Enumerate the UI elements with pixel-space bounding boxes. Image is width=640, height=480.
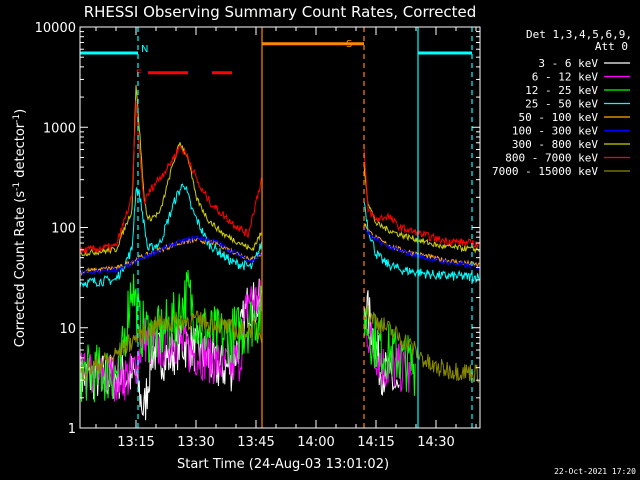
x-tick-label-1315: 13:15 — [117, 435, 154, 450]
series-12-25keV — [79, 269, 416, 403]
series-100-300keV — [80, 225, 480, 276]
legend-label-3: 12 - 25 keV — [525, 84, 598, 97]
series-3-6keV — [79, 278, 400, 421]
series-300-800keV — [79, 85, 480, 257]
series-line-3-part-2 — [363, 308, 416, 396]
y-tick-label-10000: 10000 — [35, 21, 76, 36]
chart-title: RHESSI Observing Summary Count Rates, Co… — [84, 3, 477, 21]
series-line-9-part-2 — [363, 305, 480, 383]
legend-header-line2: Att 0 — [595, 40, 628, 53]
legend-label-5: 50 - 100 keV — [519, 111, 599, 124]
series-line-8-part-1 — [79, 100, 263, 255]
series-line-3-part-1 — [79, 269, 263, 403]
legend-label-9: 7000 - 15000 keV — [492, 165, 598, 178]
legend-label-6: 100 - 300 keV — [512, 125, 598, 138]
legend-label-8: 800 - 7000 keV — [505, 152, 598, 165]
legend-label-7: 300 - 800 keV — [512, 138, 598, 151]
x-axis-label: Start Time (24-Aug-03 13:01:02) — [177, 457, 389, 472]
legend-label-4: 25 - 50 keV — [525, 98, 598, 111]
series-line-2-part-2 — [363, 314, 412, 393]
x-tick-label-1330: 13:30 — [177, 435, 214, 450]
series-line-1-part-1 — [79, 278, 263, 421]
y-axis-label: Corrected Count Rate (s-1 detector-1) — [12, 109, 28, 347]
legend-label-2: 6 - 12 keV — [532, 71, 599, 84]
legend-header-line1: Det 1,3,4,5,6,9, — [526, 28, 632, 41]
series-800-7000keV — [79, 100, 480, 255]
series-line-9-part-1 — [79, 310, 263, 382]
legend-label-1: 3 - 6 keV — [538, 57, 598, 70]
series-line-7-part-1 — [79, 85, 263, 257]
marker-label-N: N — [141, 44, 148, 55]
y-tick-label-1: 1 — [68, 422, 76, 437]
series-line-7-part-2 — [363, 163, 480, 254]
x-tick-label-1415: 14:15 — [357, 435, 394, 450]
series-line-5-part-2 — [363, 222, 480, 268]
series-line-6-part-1 — [80, 235, 263, 276]
x-tick-label-1400: 14:00 — [297, 435, 334, 450]
series-layer — [79, 85, 480, 421]
marker-label-S: S — [346, 39, 352, 50]
marker-label-F: F — [136, 69, 142, 80]
timestamp: 22-Oct-2021 17:20 — [554, 467, 636, 476]
axis-layer: 1 10 100 1000 10000 13:15 13:30 13:45 14:00 14:15… — [35, 21, 480, 450]
series-line-6-part-2 — [363, 225, 480, 270]
y-tick-label-10: 10 — [59, 322, 76, 337]
x-tick-label-1345: 13:45 — [237, 435, 274, 450]
series-line-8-part-2 — [363, 149, 480, 248]
series-line-4-part-2 — [363, 201, 480, 284]
x-tick-label-1430: 14:30 — [417, 435, 454, 450]
series-line-4-part-1 — [79, 183, 263, 289]
y-tick-label-100: 100 — [51, 222, 76, 237]
series-line-1-part-2 — [363, 290, 400, 396]
series-7000-15000keV — [79, 305, 480, 383]
series-25-50keV — [79, 183, 480, 289]
y-tick-label-1000: 1000 — [43, 121, 76, 136]
